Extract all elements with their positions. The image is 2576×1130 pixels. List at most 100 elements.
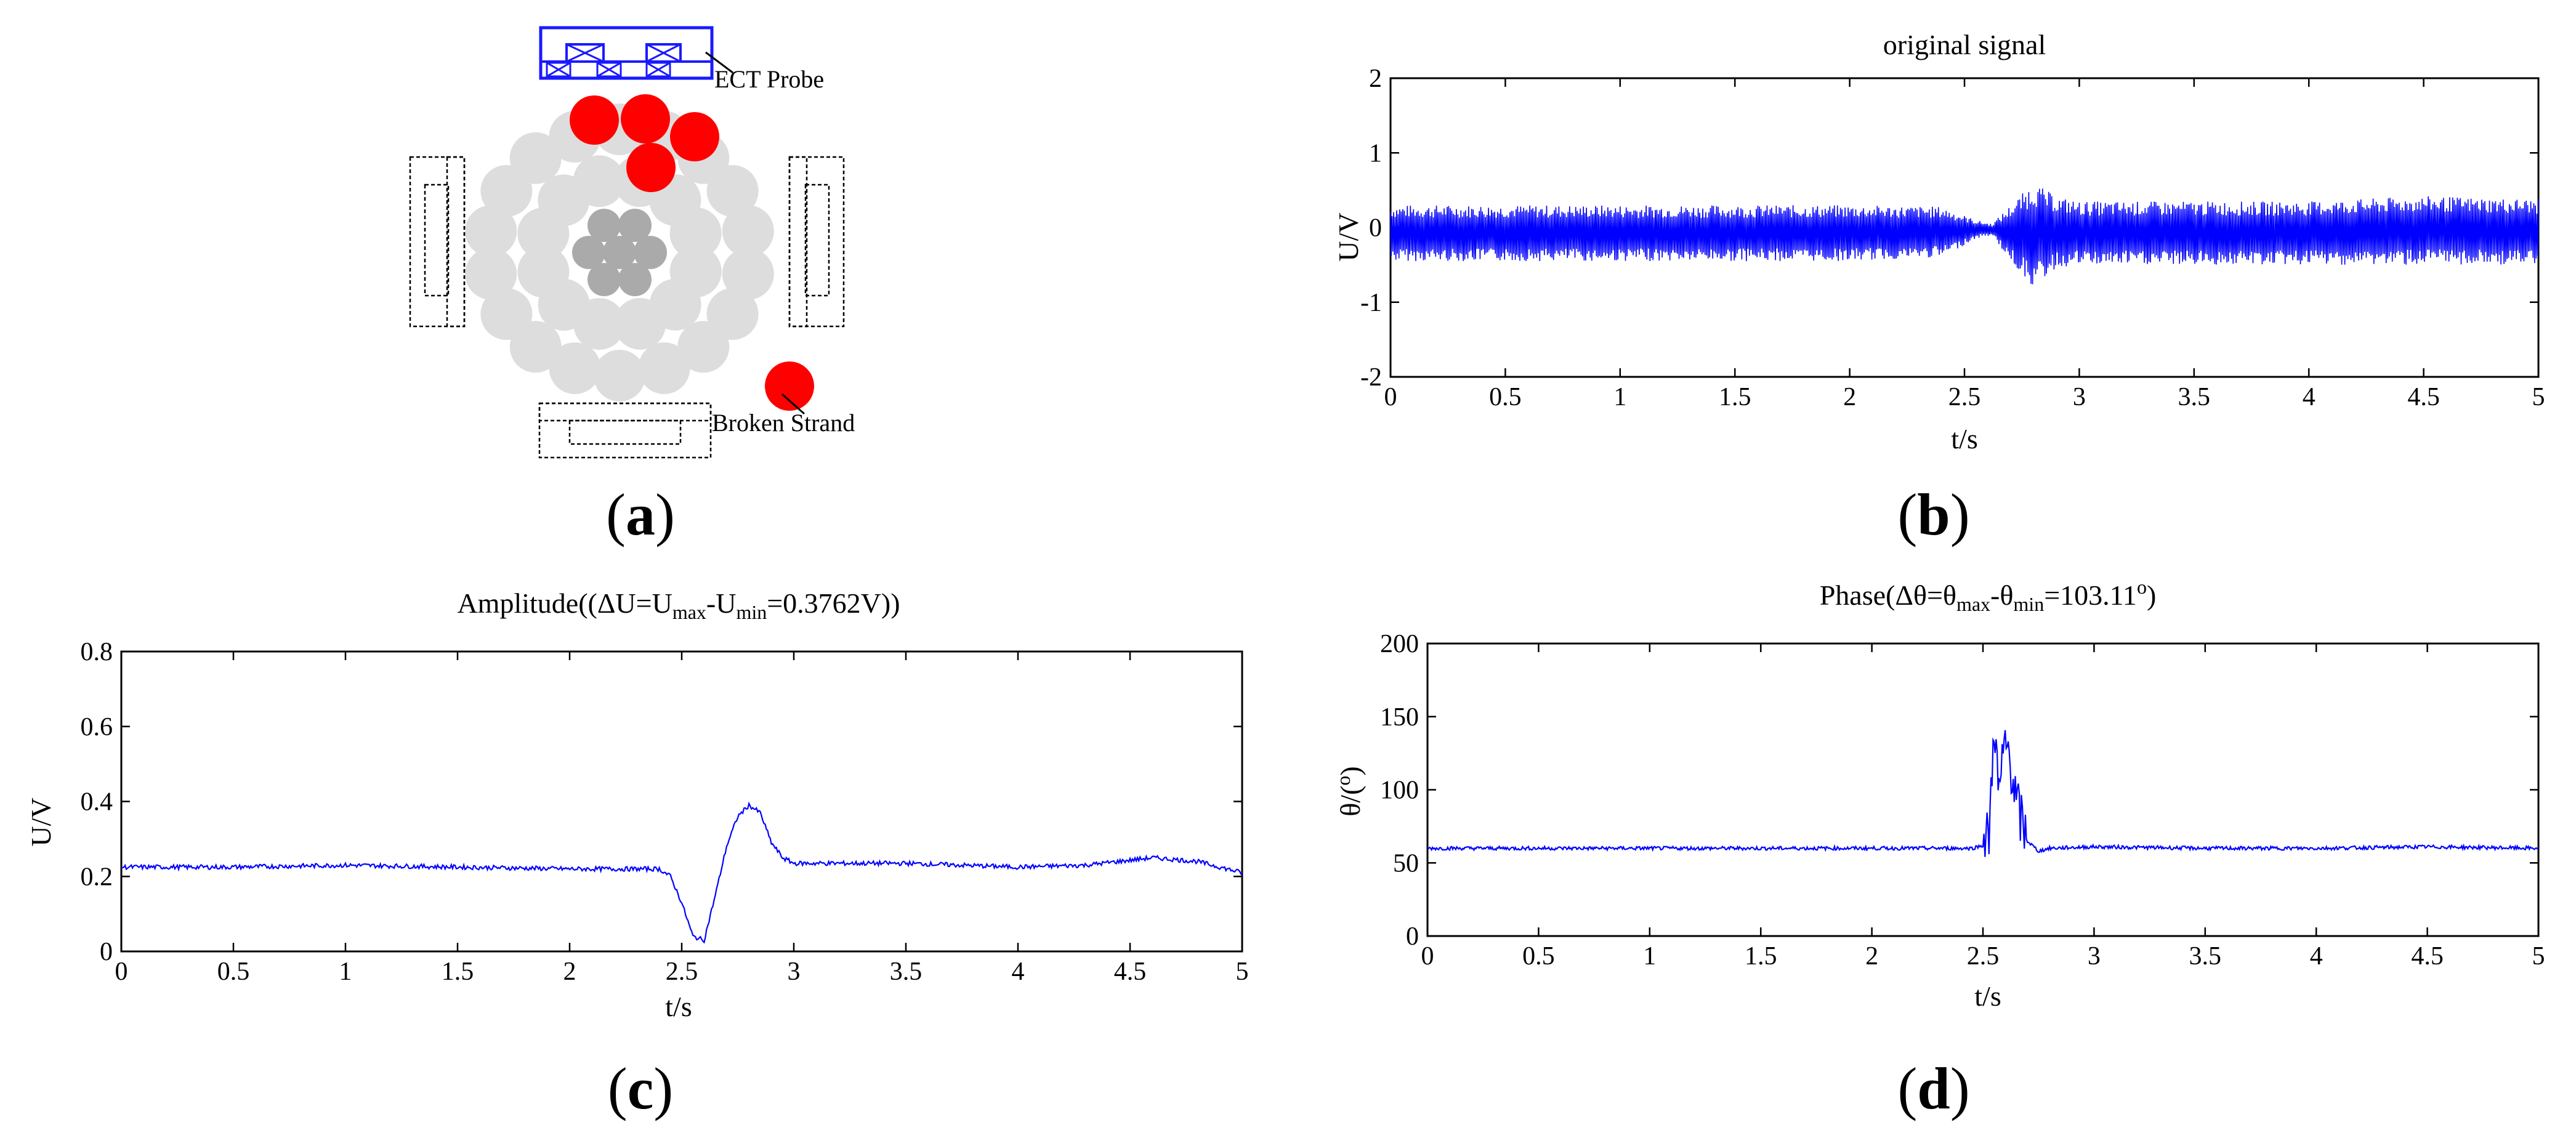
panel-label-d: (d) — [1897, 1055, 1969, 1121]
broken-strand — [670, 112, 719, 161]
x-tick-label: 2 — [1843, 383, 1856, 411]
axes-frame — [120, 650, 1243, 953]
plot-area: 0 0.5 1 1.5 2 2.5 3 3.5 4 4.5 5 0 0.2 0.4 0.6 0.8 — [81, 638, 1249, 986]
x-tick-label: 1 — [1613, 383, 1626, 411]
outer-strand — [706, 165, 759, 217]
plot-area: 0 0.5 1 1.5 2 2.5 3 3.5 4 4.5 5 -2 -1 0 1 2 — [1360, 65, 2545, 411]
x-tick-label: 0 — [1421, 942, 1434, 971]
outer-strand — [677, 321, 730, 373]
svg-text:(a): (a) — [606, 482, 675, 547]
cable-cross-section-diagram: ECT Probe Broken Strand — [409, 26, 855, 459]
x-tick-label: 3.5 — [890, 958, 923, 986]
core-strand — [587, 263, 621, 296]
x-tick-label: 5 — [1236, 958, 1249, 986]
outer-strand — [722, 205, 774, 257]
y-tick-label: 0 — [1369, 214, 1382, 243]
x-tick-label: 2.5 — [1948, 383, 1981, 411]
outer-strand — [517, 246, 570, 298]
x-tick-label: 4.5 — [1114, 958, 1147, 986]
outer-strand — [509, 132, 562, 184]
y-axis-label: U/V — [1333, 212, 1364, 261]
ect-probe — [539, 26, 714, 80]
y-tick-label: 0.6 — [81, 713, 113, 741]
x-tick-label: 4 — [2303, 383, 2316, 411]
panel-label-a: (a) — [606, 482, 675, 547]
chart-original-signal: original signal t/s U/V 0 0.5 1 1.5 2 2.5 3 3.5… — [1333, 29, 2545, 454]
chart-title: Amplitude((ΔU=Umax-Umin=0.3762V)) — [457, 587, 900, 623]
x-tick-label: 5 — [2532, 942, 2545, 971]
x-tick-label: 3 — [788, 958, 801, 986]
core-strand — [634, 236, 667, 269]
chart-amplitude: Amplitude((ΔU=Umax-Umin=0.3762V)) t/s U/… — [25, 587, 1249, 1022]
x-tick-label: 5 — [2532, 383, 2545, 411]
outer-strand — [614, 297, 666, 350]
y-tick-label: 2 — [1369, 65, 1382, 93]
phase-line — [1427, 730, 2539, 857]
y-tick-label: 100 — [1380, 777, 1419, 805]
y-tick-label: 0 — [100, 938, 113, 966]
core-strand — [572, 236, 605, 269]
panel-label-c: (c) — [608, 1055, 674, 1121]
x-tick-label: 2 — [563, 958, 576, 986]
core-strand — [618, 263, 652, 296]
x-axis-label: t/s — [1974, 980, 2001, 1012]
x-tick-label: 2 — [1865, 942, 1878, 971]
broken-strand — [570, 95, 619, 145]
x-tick-label: 3 — [2088, 942, 2101, 971]
core-strand — [587, 209, 621, 242]
x-tick-label: 0 — [115, 958, 128, 986]
amplitude-line — [121, 801, 1243, 944]
y-tick-label: 0 — [1406, 922, 1419, 951]
core-strand — [603, 236, 636, 269]
outer-strand — [594, 350, 645, 402]
chart-title: Phase(Δθ=θmax-θmin=103.11o) — [1820, 576, 2157, 615]
signal-line — [1390, 188, 2539, 285]
outer-strand — [480, 288, 533, 340]
y-tick-label: 1 — [1369, 139, 1382, 167]
outer-strand — [722, 248, 774, 300]
y-tick-label: 200 — [1380, 630, 1419, 658]
y-tick-label: 0.8 — [81, 638, 113, 666]
panel-label-b: (b) — [1897, 482, 1969, 547]
x-tick-label: 4.5 — [2407, 383, 2440, 411]
x-axis-label: t/s — [665, 991, 692, 1022]
y-tick-label: 150 — [1380, 703, 1419, 732]
broken-strand — [626, 143, 676, 192]
y-axis-label: U/V — [25, 797, 57, 846]
core-strand — [618, 209, 652, 242]
right-probe — [788, 156, 845, 328]
x-tick-label: 1 — [339, 958, 352, 986]
y-tick-label: 0.2 — [81, 863, 113, 891]
x-tick-label: 3 — [2073, 383, 2086, 411]
y-tick-label: -2 — [1360, 363, 1382, 392]
x-tick-label: 4 — [1012, 958, 1025, 986]
left-probe — [409, 156, 466, 328]
outer-strand — [549, 342, 601, 394]
outer-strand — [638, 342, 690, 394]
y-tick-label: -1 — [1360, 289, 1382, 317]
cable-strands — [465, 94, 814, 411]
x-tick-label: 3.5 — [2189, 942, 2222, 971]
x-tick-label: 1.5 — [442, 958, 474, 986]
probe-label: ECT Probe — [714, 65, 824, 93]
y-axis-label: θ/(o) — [1332, 766, 1366, 816]
x-tick-label: 0.5 — [1522, 942, 1555, 971]
y-tick-label: 0.4 — [81, 788, 113, 817]
svg-text:(d): (d) — [1897, 1055, 1969, 1121]
svg-text:(c): (c) — [608, 1055, 674, 1121]
bottom-probe — [538, 402, 712, 459]
chart-title: original signal — [1883, 29, 2046, 60]
outer-strand — [573, 155, 625, 208]
broken-strand — [765, 361, 814, 411]
x-tick-label: 0.5 — [217, 958, 250, 986]
x-tick-label: 0 — [1384, 383, 1397, 411]
x-tick-label: 1.5 — [1719, 383, 1751, 411]
x-tick-label: 3.5 — [2178, 383, 2211, 411]
x-tick-label: 2.5 — [666, 958, 698, 986]
x-tick-label: 1 — [1643, 942, 1656, 971]
outer-strand — [465, 205, 517, 257]
outer-strand — [669, 207, 722, 259]
